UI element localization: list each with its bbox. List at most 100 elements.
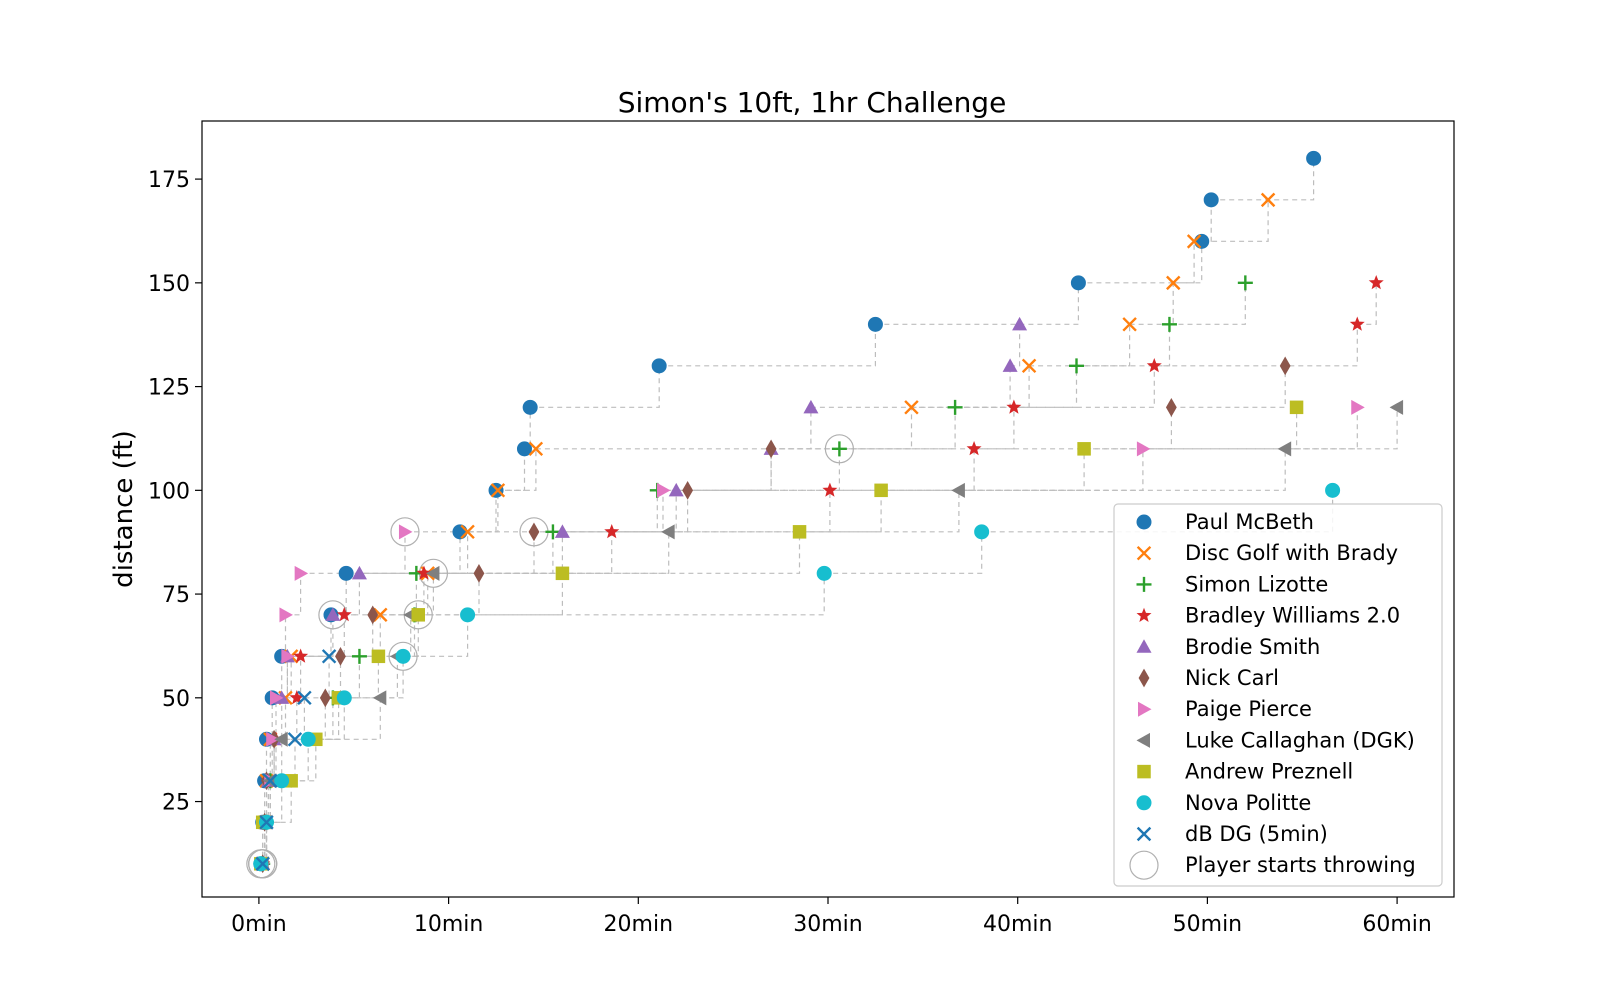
- legend-label: Paige Pierce: [1185, 697, 1312, 721]
- data-point: [336, 690, 352, 706]
- legend-marker: [1136, 607, 1152, 622]
- y-axis-label: distance (ft): [109, 430, 139, 588]
- series-10: [255, 649, 337, 872]
- data-point: [545, 524, 561, 540]
- legend-box: [1113, 503, 1443, 887]
- data-point: [651, 358, 667, 374]
- connector-9: [260, 490, 1334, 865]
- data-point: [266, 731, 280, 747]
- data-point: [281, 648, 295, 664]
- x-axis: 0min 10min 20min 30min 40min 50min 60min: [231, 897, 1432, 937]
- legend-marker: [1136, 795, 1152, 811]
- data-point: [874, 483, 888, 498]
- data-point: [1368, 274, 1384, 290]
- data-point: [338, 565, 354, 581]
- legend: Paul McBeth Disc Golf with Brady Simon Liz…: [1113, 503, 1443, 887]
- start-marker: [388, 641, 418, 671]
- data-point: [668, 482, 684, 497]
- data-point: [1237, 275, 1253, 291]
- y-tick-label: 75: [162, 583, 190, 608]
- data-point: [300, 731, 316, 747]
- legend-label: Luke Callaghan (DGK): [1185, 728, 1415, 752]
- start-marker: [248, 849, 278, 879]
- legend-marker: [1136, 576, 1152, 592]
- x-tick-label: 0min: [231, 912, 286, 937]
- data-point: [1349, 316, 1365, 331]
- legend-marker: [1136, 639, 1152, 653]
- legend-label: Bradley Williams 2.0: [1185, 604, 1400, 628]
- data-point: [452, 524, 468, 540]
- legend-marker: [1136, 732, 1150, 748]
- data-point: [1012, 316, 1028, 331]
- data-point: [867, 316, 883, 332]
- data-point: [904, 400, 919, 415]
- legend-label: Brodie Smith: [1185, 635, 1320, 659]
- x-tick-label: 60min: [1362, 912, 1431, 937]
- data-point: [555, 566, 570, 581]
- data-point: [803, 399, 819, 414]
- legend-marker: [1129, 850, 1159, 880]
- data-point: [460, 607, 476, 623]
- data-point: [287, 732, 303, 747]
- data-point: [656, 482, 671, 498]
- data-point: [831, 441, 847, 457]
- legend-label: Nova Politte: [1185, 791, 1311, 815]
- data-point: [411, 608, 426, 622]
- data-point: [1289, 400, 1304, 415]
- data-point: [1351, 399, 1365, 415]
- data-point: [488, 482, 504, 498]
- data-point: [1161, 316, 1177, 332]
- y-tick-label: 100: [148, 479, 190, 504]
- legend-label: Player starts throwing: [1185, 853, 1416, 877]
- data-point: [255, 856, 270, 872]
- data-point: [372, 690, 387, 706]
- legend-marker: [1138, 668, 1150, 688]
- data-point: [1146, 357, 1162, 373]
- data-point: [1165, 397, 1177, 417]
- data-point: [1194, 233, 1210, 249]
- data-point: [351, 648, 367, 664]
- start-markers: [246, 434, 854, 879]
- start-marker: [824, 434, 854, 464]
- data-point: [321, 649, 337, 664]
- data-point: [425, 565, 440, 581]
- data-point: [297, 690, 312, 706]
- data-point: [1186, 234, 1202, 249]
- data-point: [371, 649, 386, 664]
- data-point: [269, 690, 284, 706]
- data-point: [522, 399, 538, 415]
- data-point: [682, 480, 694, 500]
- data-point: [528, 522, 540, 542]
- data-point: [253, 856, 269, 872]
- chart-title: Simon's 10ft, 1hr Challenge: [618, 86, 1007, 119]
- legend-marker: [1138, 701, 1152, 717]
- data-point: [1069, 358, 1084, 374]
- legend-marker: [1136, 545, 1152, 561]
- data-point: [1306, 150, 1322, 166]
- data-point: [416, 565, 432, 580]
- data-point: [1279, 356, 1291, 376]
- data-point: [289, 689, 305, 705]
- data-point: [1136, 441, 1151, 457]
- data-point: [947, 399, 963, 415]
- x-tick-label: 30min: [793, 912, 862, 937]
- data-point: [395, 648, 411, 664]
- data-point: [966, 440, 982, 456]
- data-point: [792, 525, 807, 539]
- data-point: [274, 773, 290, 789]
- legend-label: Simon Lizotte: [1185, 572, 1328, 596]
- data-point: [1277, 441, 1292, 457]
- x-tick-label: 20min: [604, 912, 673, 937]
- data-point: [398, 524, 413, 540]
- data-point: [974, 524, 990, 540]
- data-points: [253, 150, 1404, 874]
- data-point: [1006, 399, 1022, 414]
- legend-label: dB DG (5min): [1185, 822, 1328, 846]
- data-point: [351, 565, 367, 580]
- data-point: [319, 688, 331, 708]
- x-tick-label: 50min: [1173, 912, 1242, 937]
- data-point: [554, 524, 570, 538]
- data-point: [528, 441, 544, 457]
- data-point: [473, 563, 485, 583]
